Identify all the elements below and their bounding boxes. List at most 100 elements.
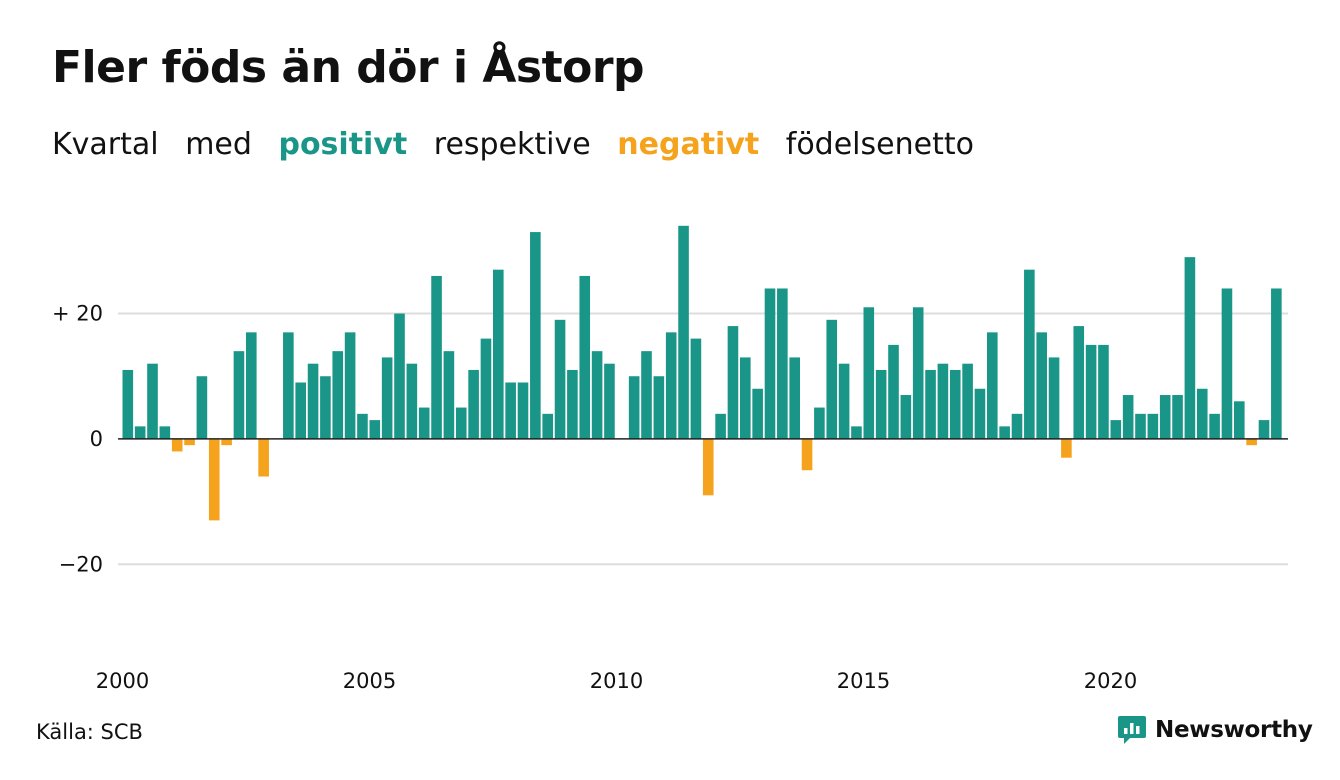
bar <box>307 363 319 439</box>
bar <box>196 376 208 439</box>
bar <box>554 319 566 439</box>
bar <box>727 326 739 439</box>
bar <box>999 426 1010 439</box>
bar <box>1184 257 1196 439</box>
bar <box>283 332 294 439</box>
bar <box>295 382 306 439</box>
bar <box>221 438 232 446</box>
bar <box>628 376 640 439</box>
bar <box>900 395 912 439</box>
bar <box>369 420 381 439</box>
bar <box>1073 326 1085 439</box>
bar <box>171 438 183 452</box>
bar <box>530 232 541 439</box>
y-tick-label: + 20 <box>52 302 103 326</box>
bar <box>826 319 838 439</box>
bar <box>122 369 134 439</box>
bar <box>493 269 504 439</box>
bar <box>505 382 516 439</box>
bar <box>357 413 368 439</box>
brand-name: Newsworthy <box>1155 717 1313 743</box>
bar <box>740 357 751 439</box>
x-tick-label: 2020 <box>1084 669 1137 693</box>
bar <box>789 357 800 439</box>
x-tick-label: 2015 <box>837 669 890 693</box>
subtitle-negative-keyword: negativt <box>617 127 760 162</box>
x-axis-labels: 2000 2005 2010 2015 2020 <box>96 669 1137 693</box>
bar <box>814 407 825 439</box>
bar <box>764 288 776 439</box>
bar <box>1209 413 1220 439</box>
bar <box>1172 395 1183 439</box>
bar <box>1135 413 1146 439</box>
bar <box>678 225 689 439</box>
chart-title: Fler föds än dör i Åstorp <box>52 42 645 93</box>
bar-chart: + 20 0 −20 2000 2005 2010 2015 2020 <box>52 225 1288 693</box>
bar <box>344 332 356 439</box>
bar <box>431 275 442 439</box>
bar <box>1258 420 1270 439</box>
bar <box>159 426 171 439</box>
bar <box>233 351 245 439</box>
bar <box>665 332 677 439</box>
bar <box>1085 344 1097 439</box>
bar <box>1110 420 1122 439</box>
subtitle-word-med: med <box>185 127 252 162</box>
bar <box>851 426 862 439</box>
bar <box>653 376 665 439</box>
bar <box>184 438 195 446</box>
y-tick-label: 0 <box>90 427 103 451</box>
bar <box>1036 332 1047 439</box>
bar <box>937 363 949 439</box>
bar <box>925 369 936 439</box>
bar <box>604 363 615 439</box>
subtitle-word-kvartal: Kvartal <box>52 127 159 162</box>
bar <box>863 307 875 439</box>
bar <box>1122 395 1134 439</box>
bar <box>1246 438 1257 446</box>
y-tick-label: −20 <box>59 552 103 576</box>
bar <box>320 376 331 439</box>
bar <box>1234 401 1245 439</box>
bar <box>974 388 986 439</box>
newsworthy-logo-icon <box>1118 716 1146 744</box>
subtitle-word-respektive: respektive <box>433 127 591 162</box>
bar <box>134 426 146 439</box>
bar <box>1098 344 1109 439</box>
bar <box>1011 413 1023 439</box>
bar <box>1159 395 1171 439</box>
subtitle-positive-keyword: positivt <box>278 127 408 162</box>
bar <box>406 363 418 439</box>
brand-logo: Newsworthy <box>1117 714 1313 746</box>
bar <box>987 332 998 439</box>
bar <box>246 332 257 439</box>
bar <box>579 275 591 439</box>
source-note: Källa: SCB <box>36 720 143 744</box>
bar <box>455 407 467 439</box>
bar <box>1196 388 1208 439</box>
bar <box>715 413 726 439</box>
chart-subtitle: Kvartal med positivt respektive negativt… <box>52 127 991 162</box>
bar <box>208 438 220 521</box>
bar <box>1024 269 1035 439</box>
bar <box>641 351 652 439</box>
bar <box>468 369 479 439</box>
bar <box>542 413 553 439</box>
bar <box>381 357 393 439</box>
bar <box>962 363 973 439</box>
bars <box>118 225 1288 521</box>
subtitle-word-fodelsenetto: födelsenetto <box>785 127 974 162</box>
gridlines <box>118 312 1288 566</box>
bar <box>752 388 763 439</box>
bar <box>1061 438 1072 458</box>
bar <box>332 351 344 439</box>
bar <box>912 307 924 439</box>
x-tick-label: 2010 <box>590 669 643 693</box>
bar <box>258 438 269 477</box>
bar <box>443 351 455 439</box>
bar <box>1221 288 1233 439</box>
bar <box>517 382 529 439</box>
bar <box>394 313 405 439</box>
bar <box>690 338 702 439</box>
bar <box>480 338 492 439</box>
